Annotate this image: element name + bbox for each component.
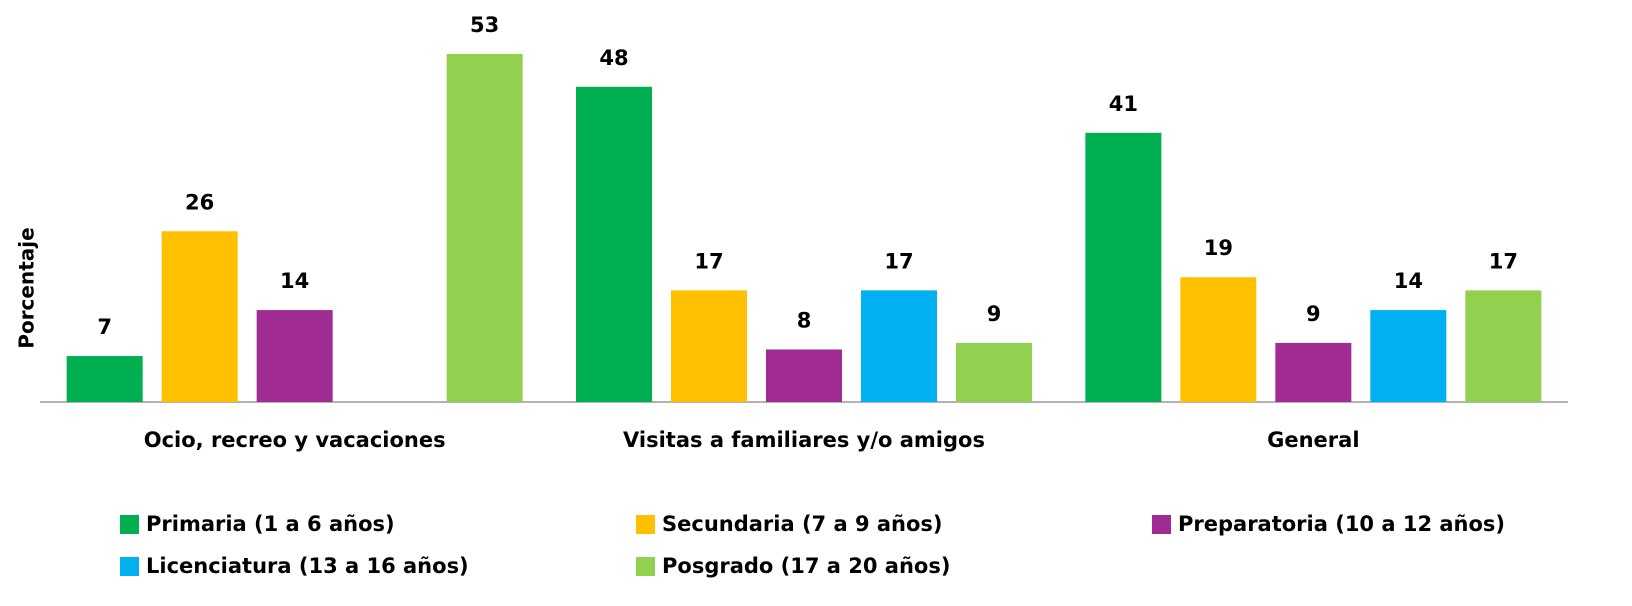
data-label: 17	[884, 249, 913, 273]
bar	[766, 349, 842, 402]
bar	[161, 231, 238, 402]
legend-label: Posgrado (17 a 20 años)	[662, 554, 950, 578]
data-label: 48	[599, 46, 628, 70]
data-label: 7	[97, 315, 112, 339]
data-label: 19	[1204, 236, 1233, 260]
bar	[576, 86, 652, 403]
data-label: 9	[1306, 302, 1321, 326]
bar	[956, 342, 1032, 402]
data-label: 9	[987, 302, 1002, 326]
bar	[1465, 290, 1542, 402]
legend-label: Licenciatura (13 a 16 años)	[146, 554, 469, 578]
legend-label: Primaria (1 a 6 años)	[146, 512, 395, 536]
bar	[256, 310, 333, 402]
legend-label: Secundaria (7 a 9 años)	[662, 512, 943, 536]
bar	[671, 290, 747, 402]
legend-swatch	[1152, 515, 1171, 534]
bar	[1370, 310, 1447, 402]
data-label: 17	[694, 249, 723, 273]
legend-label: Preparatoria (10 a 12 años)	[1178, 512, 1505, 536]
bar	[66, 356, 143, 402]
x-tick-label: Visitas a familiares y/o amigos	[623, 428, 985, 452]
data-label: 53	[470, 13, 499, 37]
bar	[1085, 132, 1162, 402]
bar	[861, 290, 937, 402]
legend-swatch	[636, 515, 655, 534]
bar	[446, 53, 523, 402]
data-label: 14	[1394, 269, 1423, 293]
data-label: 17	[1489, 249, 1518, 273]
bar	[1180, 277, 1257, 402]
x-tick-label: General	[1267, 428, 1359, 452]
y-axis-label: Porcentaje	[15, 227, 39, 348]
data-label: 14	[280, 269, 309, 293]
legend-swatch	[120, 515, 139, 534]
data-label: 8	[797, 308, 812, 332]
x-tick-label: Ocio, recreo y vacaciones	[144, 428, 446, 452]
data-label: 41	[1109, 92, 1138, 116]
data-label: 26	[185, 190, 214, 214]
bar	[1275, 342, 1352, 402]
legend-swatch	[636, 557, 655, 576]
legend-swatch	[120, 557, 139, 576]
